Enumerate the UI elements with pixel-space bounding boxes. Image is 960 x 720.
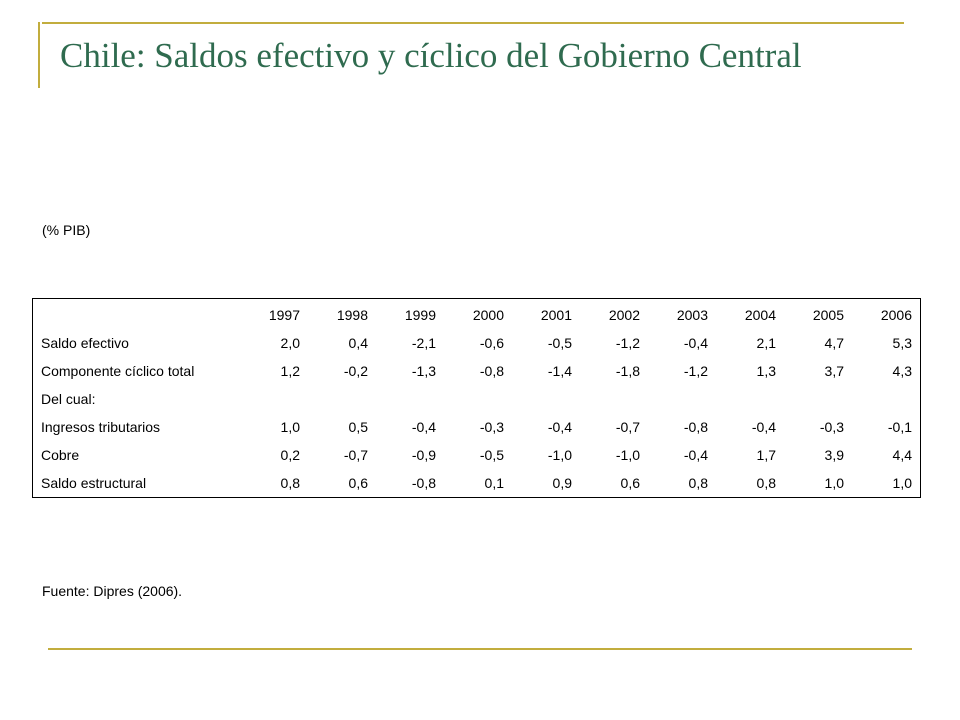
value-cell: -0,3 <box>479 419 504 435</box>
value-cell: 1,0 <box>824 475 844 491</box>
value-cell: 3,9 <box>824 447 844 463</box>
row-label: Saldo efectivo <box>41 335 129 351</box>
value-cell: -0,4 <box>547 419 572 435</box>
value-cell: -0,3 <box>819 419 844 435</box>
year-header: 1999 <box>404 307 436 323</box>
year-header: 2004 <box>744 307 776 323</box>
value-cell: 1,0 <box>280 419 300 435</box>
value-cell: 5,3 <box>892 335 912 351</box>
year-header: 1998 <box>336 307 368 323</box>
value-cell: 1,0 <box>892 475 912 491</box>
table-row: Saldo efectivo 2,0 0,4 -2,1 -0,6 -0,5 -1,2 -0,4… <box>33 329 921 357</box>
value-cell <box>504 385 572 413</box>
value-cell <box>708 385 776 413</box>
value-cell: -0,8 <box>411 475 436 491</box>
value-cell: -0,1 <box>887 419 912 435</box>
header-row: 1997 1998 1999 2000 2001 2002 2003 2004 2005 2006 <box>33 299 921 330</box>
year-header: 2003 <box>676 307 708 323</box>
value-cell: -0,6 <box>479 335 504 351</box>
value-cell: -0,4 <box>751 419 776 435</box>
value-cell: -0,5 <box>479 447 504 463</box>
value-cell: 0,1 <box>484 475 504 491</box>
value-cell: -1,4 <box>547 363 572 379</box>
value-cell: -1,3 <box>411 363 436 379</box>
header-blank-cell <box>33 299 256 330</box>
value-cell: 1,2 <box>280 363 300 379</box>
fiscal-balance-table: 1997 1998 1999 2000 2001 2002 2003 2004 2005 2006… <box>32 298 921 498</box>
year-header: 2000 <box>472 307 504 323</box>
year-header: 2001 <box>540 307 572 323</box>
value-cell: 0,2 <box>280 447 300 463</box>
source-note: Fuente: Dipres (2006). <box>42 583 183 599</box>
table-row: Del cual: <box>33 385 921 413</box>
slide-title: Chile: Saldos efectivo y cíclico del Gob… <box>60 36 802 75</box>
year-header: 2005 <box>812 307 844 323</box>
left-rule <box>38 22 40 88</box>
value-cell: 4,3 <box>892 363 912 379</box>
value-cell: 0,8 <box>280 475 300 491</box>
value-cell: -2,1 <box>411 335 436 351</box>
value-cell <box>640 385 708 413</box>
value-cell: -0,2 <box>343 363 368 379</box>
value-cell: 4,7 <box>824 335 844 351</box>
table-row: Cobre 0,2 -0,7 -0,9 -0,5 -1,0 -1,0 -0,4 1,7 3,9 4,… <box>33 441 921 469</box>
table-row: Ingresos tributarios 1,0 0,5 -0,4 -0,3 -0,4 -0… <box>33 413 921 441</box>
value-cell: -1,2 <box>615 335 640 351</box>
value-cell: 4,4 <box>892 447 912 463</box>
value-cell: 2,0 <box>280 335 300 351</box>
row-label: Ingresos tributarios <box>41 419 161 435</box>
value-cell: 2,1 <box>756 335 776 351</box>
value-cell: 0,8 <box>688 475 708 491</box>
table-row: Saldo estructural 0,8 0,6 -0,8 0,1 0,9 0,6 0,8 0… <box>33 469 921 498</box>
row-label: Saldo estructural <box>41 475 147 491</box>
value-cell: 0,6 <box>620 475 640 491</box>
value-cell: 1,7 <box>756 447 776 463</box>
value-cell: 0,8 <box>756 475 776 491</box>
unit-note: (% PIB) <box>42 222 91 238</box>
year-header: 2002 <box>608 307 640 323</box>
value-cell: -1,8 <box>615 363 640 379</box>
value-cell: -0,5 <box>547 335 572 351</box>
row-label: Del cual: <box>41 391 96 407</box>
value-cell: -0,8 <box>479 363 504 379</box>
value-cell <box>776 385 844 413</box>
bottom-rule <box>48 648 912 650</box>
value-cell: 0,9 <box>552 475 572 491</box>
top-rule <box>42 22 904 24</box>
value-cell: -1,0 <box>547 447 572 463</box>
value-cell: 0,4 <box>348 335 368 351</box>
year-header: 1997 <box>268 307 300 323</box>
value-cell <box>300 385 368 413</box>
value-cell: -0,8 <box>683 419 708 435</box>
value-cell: 0,6 <box>348 475 368 491</box>
value-cell: 0,5 <box>348 419 368 435</box>
value-cell: -0,4 <box>683 447 708 463</box>
value-cell: -0,7 <box>615 419 640 435</box>
value-cell <box>255 385 300 413</box>
value-cell: 1,3 <box>756 363 776 379</box>
value-cell: -0,7 <box>343 447 368 463</box>
row-label: Componente cíclico total <box>41 363 195 379</box>
value-cell <box>436 385 504 413</box>
value-cell: -0,4 <box>411 419 436 435</box>
row-label: Cobre <box>41 447 80 463</box>
value-cell <box>572 385 640 413</box>
value-cell <box>844 385 921 413</box>
value-cell: 3,7 <box>824 363 844 379</box>
year-header: 2006 <box>880 307 912 323</box>
value-cell: -0,4 <box>683 335 708 351</box>
value-cell: -1,2 <box>683 363 708 379</box>
value-cell <box>368 385 436 413</box>
value-cell: -1,0 <box>615 447 640 463</box>
table-row: Componente cíclico total 1,2 -0,2 -1,3 -0,8 -… <box>33 357 921 385</box>
value-cell: -0,9 <box>411 447 436 463</box>
